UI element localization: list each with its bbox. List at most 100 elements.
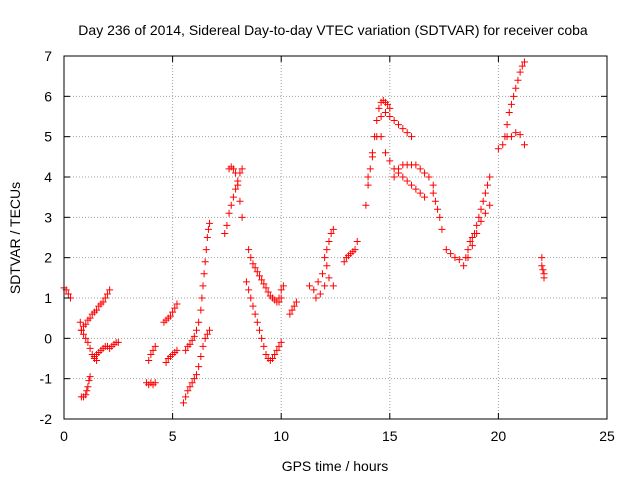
data-point: [540, 274, 548, 282]
data-point: [99, 298, 107, 306]
data-point: [273, 346, 281, 354]
data-point: [192, 371, 200, 379]
data-point: [76, 318, 84, 326]
data-point: [255, 326, 263, 334]
data-point: [173, 346, 181, 354]
data-point: [384, 100, 392, 108]
data-point: [82, 320, 90, 328]
data-point: [340, 258, 348, 266]
data-point: [512, 84, 520, 92]
data-point: [321, 254, 329, 262]
data-point: [271, 350, 279, 358]
data-point: [103, 290, 111, 298]
data-point: [101, 294, 109, 302]
y-tick-label: 3: [44, 209, 52, 225]
data-point: [421, 193, 429, 201]
data-point: [503, 121, 511, 129]
series-seg-n: [242, 278, 285, 365]
data-point: [264, 288, 272, 296]
data-point: [314, 278, 322, 286]
data-point: [364, 181, 372, 189]
x-tick-label: 0: [60, 428, 68, 444]
data-point: [169, 308, 177, 316]
data-point: [199, 342, 207, 350]
series-seg-w: [364, 108, 416, 181]
data-point: [375, 104, 383, 112]
data-point: [399, 125, 407, 133]
data-point: [106, 286, 114, 294]
data-point: [279, 282, 287, 290]
series-seg-s: [312, 274, 337, 302]
data-point: [269, 355, 277, 362]
data-point: [242, 278, 250, 286]
y-axis-title: SDTVAR / TECUs: [7, 182, 23, 294]
data-point: [466, 238, 474, 246]
data-point: [438, 225, 446, 233]
data-point: [416, 189, 424, 197]
data-point: [227, 201, 235, 209]
series-seg-u: [340, 238, 361, 266]
data-point: [236, 197, 244, 205]
axis-ticks: [63, 55, 608, 420]
data-point: [403, 129, 411, 137]
data-point: [538, 254, 546, 262]
data-point: [429, 181, 437, 189]
data-point: [245, 246, 253, 254]
data-point: [403, 177, 411, 185]
data-point: [329, 225, 337, 233]
series-seg-o: [245, 246, 285, 306]
data-point: [510, 92, 518, 100]
data-point: [188, 336, 196, 344]
data-point: [494, 145, 502, 153]
data-point: [316, 290, 324, 298]
data-point: [173, 300, 181, 308]
data-point: [186, 383, 194, 391]
data-point: [481, 209, 489, 217]
data-point: [234, 181, 242, 189]
x-tick-label: 10: [273, 428, 289, 444]
data-point: [381, 149, 389, 157]
data-point: [412, 161, 420, 169]
data-point: [249, 302, 257, 310]
data-point: [290, 302, 298, 310]
data-point: [201, 258, 209, 266]
series-seg-l: [221, 165, 246, 237]
data-point: [253, 268, 261, 276]
data-point: [238, 213, 246, 221]
data-point: [147, 350, 155, 358]
x-tick-label: 25: [599, 428, 615, 444]
data-point: [166, 312, 174, 320]
data-point: [82, 334, 90, 342]
data-point: [83, 387, 91, 395]
data-point: [486, 201, 494, 209]
data-point: [288, 306, 296, 314]
data-point: [408, 181, 416, 189]
data-point: [251, 310, 259, 318]
data-point: [85, 377, 93, 385]
data-point: [145, 357, 153, 365]
x-tick-label: 15: [382, 428, 398, 444]
data-point: [251, 264, 259, 272]
data-point: [249, 260, 257, 268]
data-point: [247, 254, 255, 262]
y-tick-label: 6: [44, 88, 52, 104]
data-point: [198, 294, 206, 302]
data-point: [255, 272, 263, 280]
data-point: [206, 326, 214, 334]
data-point: [353, 238, 361, 246]
data-point: [229, 193, 237, 201]
data-point: [362, 201, 370, 209]
data-point: [325, 238, 333, 246]
data-point: [390, 173, 398, 181]
data-point: [253, 318, 261, 326]
data-point: [186, 340, 194, 348]
data-point: [201, 334, 209, 342]
data-point: [151, 342, 159, 350]
chart-title: Day 236 of 2014, Sidereal Day-to-day VTE…: [78, 22, 588, 38]
data-point: [386, 104, 394, 112]
data-point: [325, 274, 333, 282]
data-point: [366, 165, 374, 173]
data-point: [460, 262, 468, 270]
